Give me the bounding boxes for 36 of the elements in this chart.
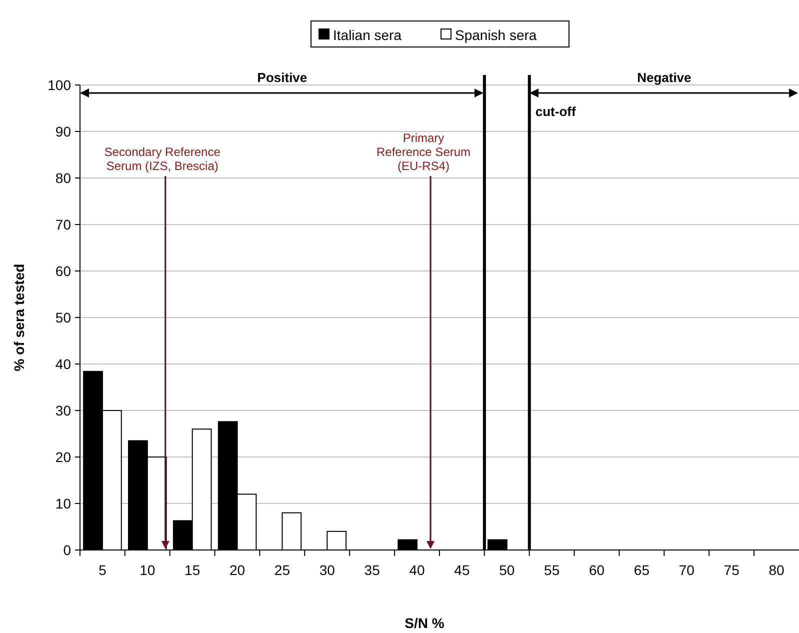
x-tick-label: 15	[184, 562, 200, 578]
x-tick-label: 35	[364, 562, 380, 578]
x-tick-label: 70	[678, 562, 695, 578]
x-tick-label: 5	[98, 562, 107, 578]
y-tick-label: 20	[55, 449, 72, 465]
x-tick-label: 55	[544, 562, 560, 578]
x-tick-label: 40	[409, 562, 426, 578]
y-tick-label: 70	[55, 216, 72, 232]
x-tick-label: 20	[229, 562, 246, 578]
y-tick-label: 80	[55, 170, 72, 186]
legend-label: Spanish sera	[455, 27, 537, 43]
legend-label: Italian sera	[333, 27, 402, 43]
x-tick-label: 45	[454, 562, 470, 578]
y-tick-label: 10	[55, 496, 72, 512]
ref-line-label: cut-off	[535, 104, 576, 119]
y-tick-label: 100	[48, 77, 72, 93]
y-tick-label: 30	[55, 402, 72, 418]
x-tick-label: 65	[634, 562, 650, 578]
annotation: Positive	[257, 70, 308, 85]
y-tick-label: 0	[63, 542, 72, 558]
x-tick-label: 30	[319, 562, 336, 578]
y-axis-title: % of sera tested	[11, 264, 27, 372]
x-axis-title: S/N %	[404, 615, 445, 631]
x-tick-label: 80	[768, 562, 785, 578]
y-tick-label: 40	[55, 356, 72, 372]
x-tick-label: 10	[140, 562, 156, 578]
x-tick-label: 25	[274, 562, 290, 578]
y-tick-label: 90	[55, 124, 72, 140]
x-tick-label: 75	[724, 562, 740, 578]
y-tick-label: 60	[55, 263, 72, 279]
x-tick-label: 60	[588, 562, 605, 578]
annotation: Negative	[637, 70, 692, 85]
y-tick-label: 50	[55, 310, 72, 326]
annotation: Primary Reference Serum (EU-RS4)	[376, 131, 471, 173]
annotation: Secondary Reference Serum (IZS, Brescia)	[104, 145, 221, 173]
x-tick-label: 50	[499, 562, 515, 578]
